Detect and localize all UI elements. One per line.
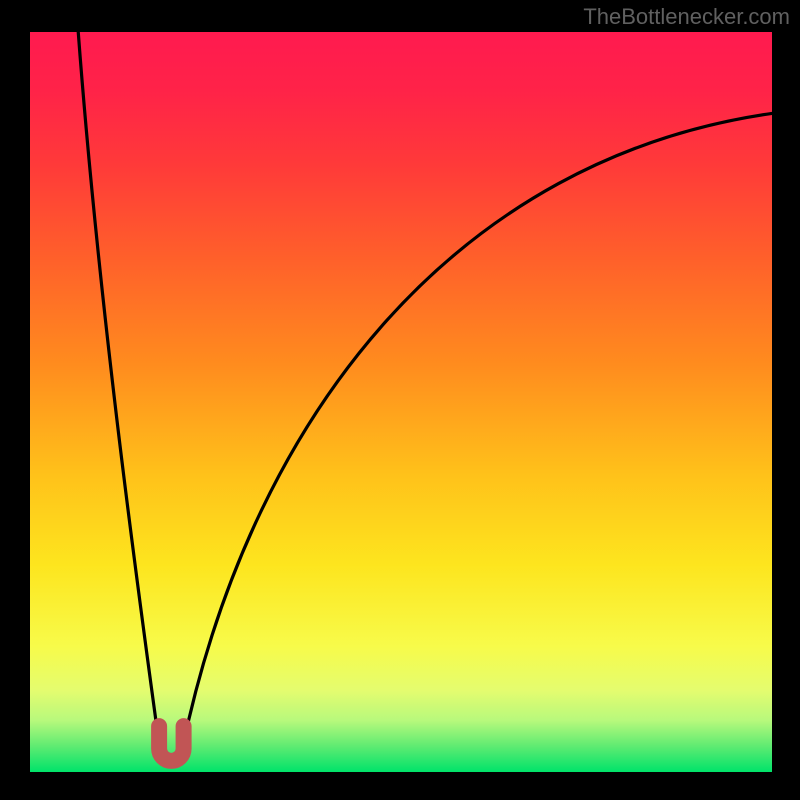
plot-svg <box>30 32 772 772</box>
watermark-text: TheBottlenecker.com <box>583 4 790 30</box>
chart-container: TheBottlenecker.com <box>0 0 800 800</box>
plot-area <box>30 32 772 772</box>
